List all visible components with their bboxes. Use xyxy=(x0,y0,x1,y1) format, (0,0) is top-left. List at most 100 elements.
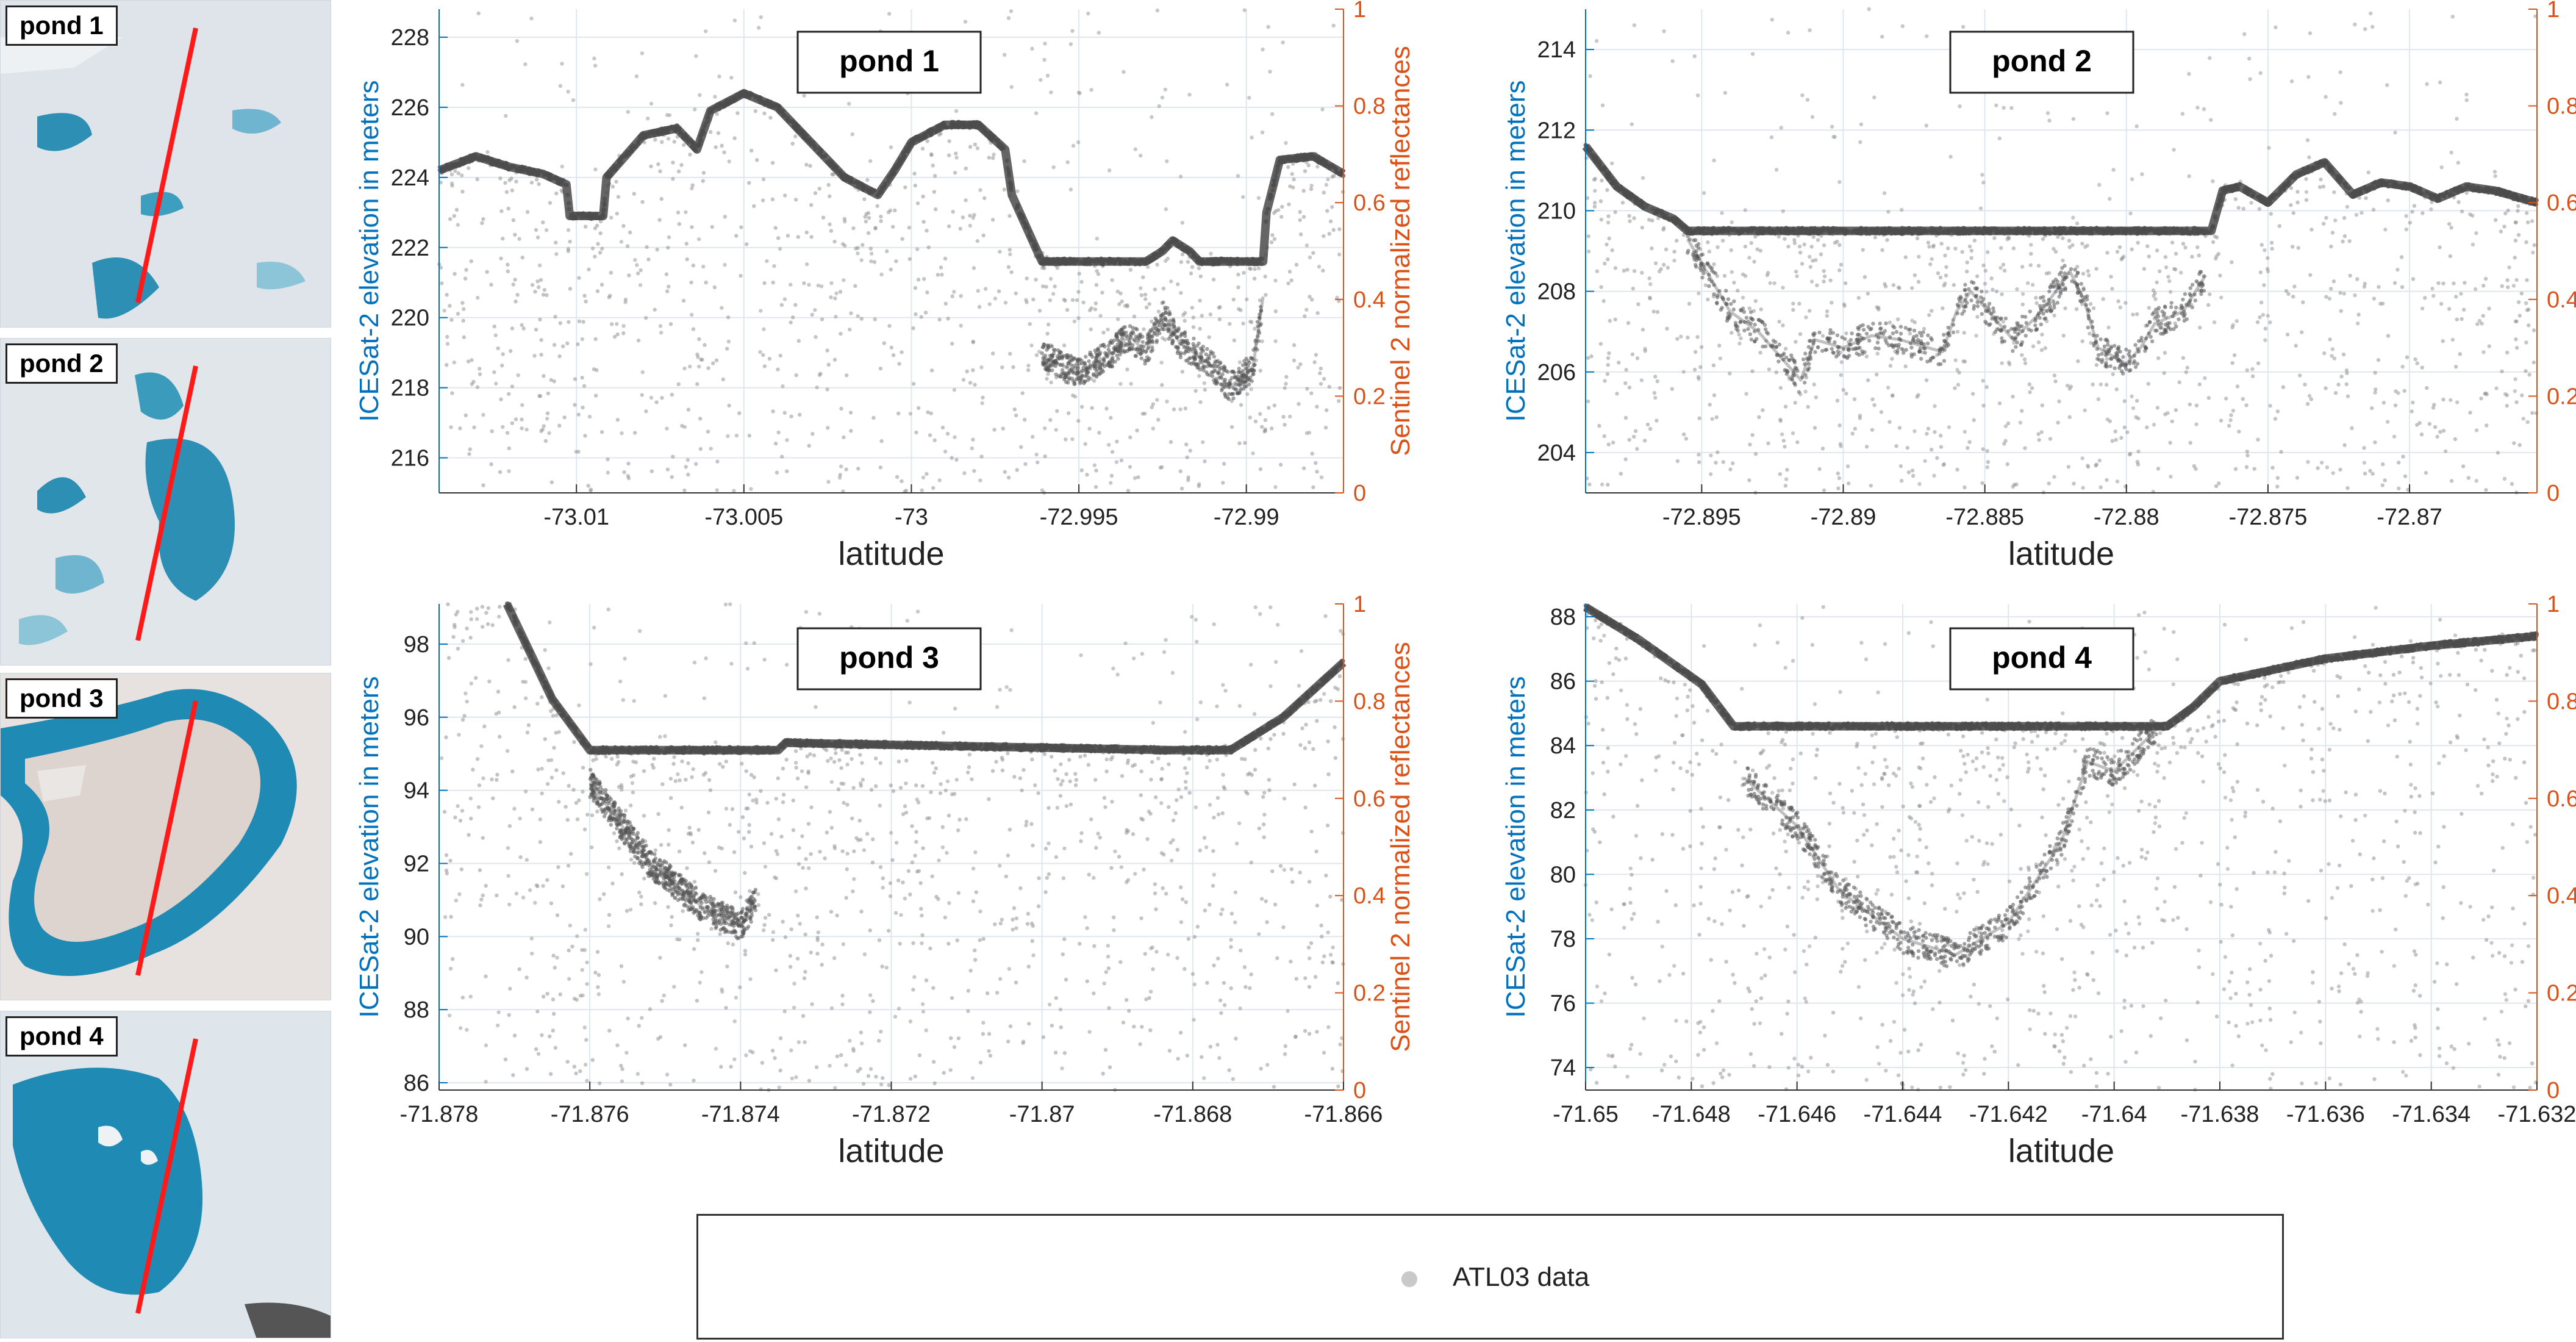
data-point xyxy=(2324,215,2328,220)
data-point xyxy=(2125,430,2130,434)
data-point xyxy=(1856,296,1861,300)
data-point xyxy=(929,368,934,373)
data-point xyxy=(1260,425,1264,429)
data-point xyxy=(1653,395,1658,400)
data-point xyxy=(804,262,809,267)
data-point xyxy=(2525,420,2530,425)
data-point xyxy=(1136,475,1140,479)
data-point xyxy=(1258,368,1262,373)
data-point xyxy=(1151,426,1156,431)
data-point xyxy=(1953,246,1958,251)
data-point xyxy=(789,282,793,287)
data-point xyxy=(1600,103,1605,107)
data-point xyxy=(2047,118,2052,123)
data-point xyxy=(1092,379,1097,383)
data-point xyxy=(2461,307,2466,312)
data-point xyxy=(679,163,684,167)
data-point xyxy=(695,382,699,386)
data-point xyxy=(1765,273,1770,278)
data-point xyxy=(947,153,951,157)
data-point xyxy=(2441,397,2445,402)
data-point xyxy=(1000,365,1004,370)
data-point xyxy=(660,396,664,400)
data-point xyxy=(856,251,860,256)
data-point xyxy=(596,242,600,246)
data-point xyxy=(489,282,493,287)
x-tick-label: -73.01 xyxy=(543,504,609,530)
data-point xyxy=(1222,368,1226,373)
data-point xyxy=(850,132,855,137)
data-point xyxy=(1912,429,1917,434)
data-point xyxy=(1103,345,1107,349)
chart-2: -72.895 -72.89 -72.885 -72.88 -72.875 -72.872… xyxy=(1501,0,2576,572)
data-point xyxy=(2516,209,2520,213)
data-point xyxy=(1936,271,1941,276)
data-point xyxy=(549,480,554,484)
data-point xyxy=(1241,195,1245,199)
data-point xyxy=(1113,359,1117,364)
data-point xyxy=(1811,235,1816,239)
data-point xyxy=(469,259,473,264)
data-point xyxy=(2130,394,2134,398)
data-point xyxy=(734,433,739,438)
data-point xyxy=(1839,360,1844,364)
data-point xyxy=(1730,270,1734,274)
data-point xyxy=(623,297,628,302)
data-point xyxy=(1068,187,1073,192)
data-point xyxy=(1822,243,1826,248)
data-point xyxy=(1962,429,1967,434)
data-point xyxy=(2380,462,2385,467)
data-point xyxy=(1273,339,1278,343)
data-point xyxy=(2172,148,2176,152)
data-point xyxy=(1917,482,1922,486)
data-point xyxy=(2333,391,2338,395)
data-point xyxy=(2135,459,2140,464)
y2-axis-label: Sentinel 2 normalized reflectances xyxy=(1386,46,1415,456)
data-point xyxy=(1055,409,1059,414)
data-point xyxy=(534,228,538,232)
data-point xyxy=(1985,449,1989,453)
data-point xyxy=(2321,221,2326,226)
data-point xyxy=(1143,358,1147,363)
data-point xyxy=(2020,302,2025,307)
data-point xyxy=(1301,466,1306,470)
data-point xyxy=(1211,351,1215,356)
data-point xyxy=(978,478,982,483)
data-point xyxy=(1043,454,1047,459)
data-point xyxy=(1007,214,1012,218)
data-point xyxy=(1201,348,1206,353)
data-point xyxy=(1716,245,1720,249)
data-point xyxy=(1942,283,1946,288)
data-point xyxy=(1165,159,1169,163)
data-point xyxy=(2208,292,2212,296)
data-point xyxy=(1289,278,1293,282)
data-point xyxy=(1234,387,1239,392)
data-point xyxy=(1093,367,1097,371)
data-point xyxy=(1882,191,1887,195)
data-point xyxy=(507,446,512,451)
data-point xyxy=(1009,270,1014,274)
data-point xyxy=(1197,374,1201,378)
data-point xyxy=(809,203,814,207)
data-point xyxy=(694,462,698,466)
data-point xyxy=(1326,177,1330,182)
data-point xyxy=(1314,353,1318,357)
data-point xyxy=(2136,449,2141,454)
data-point xyxy=(1607,236,1611,241)
data-point xyxy=(1867,7,1871,12)
data-point xyxy=(762,327,766,331)
data-point xyxy=(458,426,462,431)
data-point xyxy=(1859,122,1864,127)
data-point xyxy=(1837,180,1842,184)
data-point xyxy=(2091,382,2095,387)
data-point xyxy=(1121,332,1125,336)
data-point xyxy=(507,469,511,473)
data-point xyxy=(1933,404,1937,408)
data-point xyxy=(2041,237,2045,242)
data-point xyxy=(1311,251,1315,255)
data-point xyxy=(481,483,485,487)
data-point xyxy=(1065,307,1070,312)
data-point xyxy=(456,223,460,227)
data-point xyxy=(1972,239,1977,243)
data-point xyxy=(610,184,615,189)
